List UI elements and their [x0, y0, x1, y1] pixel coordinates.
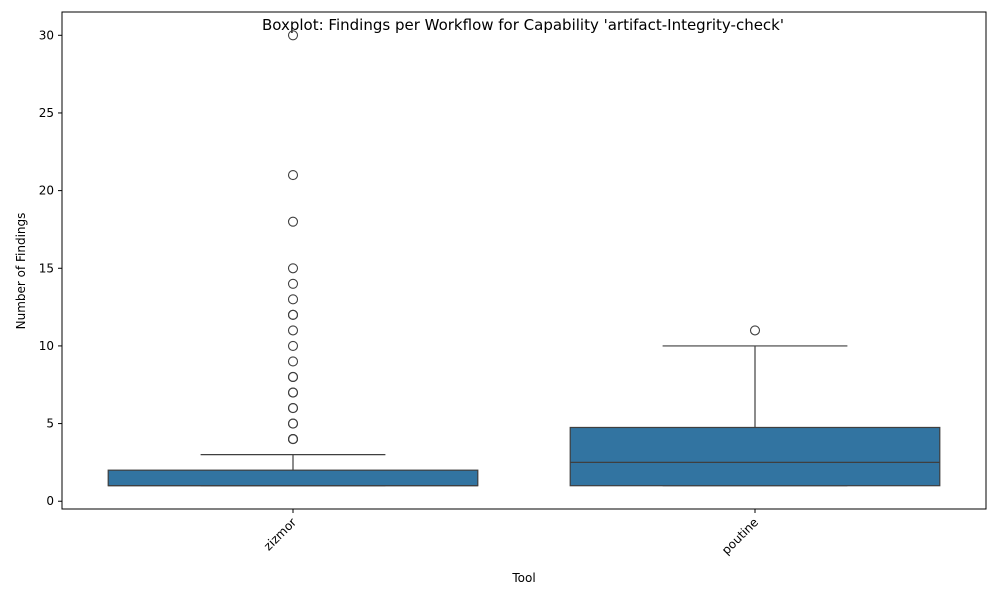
x-tick-label: zizmor — [261, 515, 299, 553]
outlier-point — [287, 294, 299, 305]
outlier-point — [749, 325, 761, 336]
outlier-point — [287, 216, 299, 227]
outlier-point — [287, 434, 299, 445]
outlier-point — [287, 170, 299, 181]
x-axis-label: Tool — [511, 571, 535, 585]
x-tick-label: poutine — [719, 515, 761, 557]
outlier-point — [287, 371, 299, 383]
y-axis-label: Number of Findings — [14, 213, 28, 330]
outlier-point — [287, 278, 299, 289]
outlier-point — [287, 325, 299, 336]
outlier-point — [287, 340, 299, 351]
y-tick-label: 30 — [39, 28, 54, 42]
y-tick-label: 20 — [39, 184, 54, 198]
y-tick-label: 15 — [39, 261, 54, 275]
outlier-point — [287, 402, 299, 414]
y-tick-label: 25 — [39, 106, 54, 120]
box — [107, 469, 479, 487]
outlier-point — [287, 30, 299, 41]
chart-title: Boxplot: Findings per Workflow for Capab… — [262, 16, 784, 34]
y-tick-label: 0 — [46, 494, 54, 508]
outlier-point — [287, 418, 299, 429]
outlier-point — [287, 356, 299, 367]
box — [569, 426, 941, 487]
outlier-point — [287, 309, 299, 320]
y-tick-label: 10 — [39, 339, 54, 353]
outlier-point — [287, 263, 299, 274]
outlier-point — [287, 387, 299, 398]
y-tick-label: 5 — [46, 417, 54, 431]
plot-frame — [61, 11, 987, 510]
